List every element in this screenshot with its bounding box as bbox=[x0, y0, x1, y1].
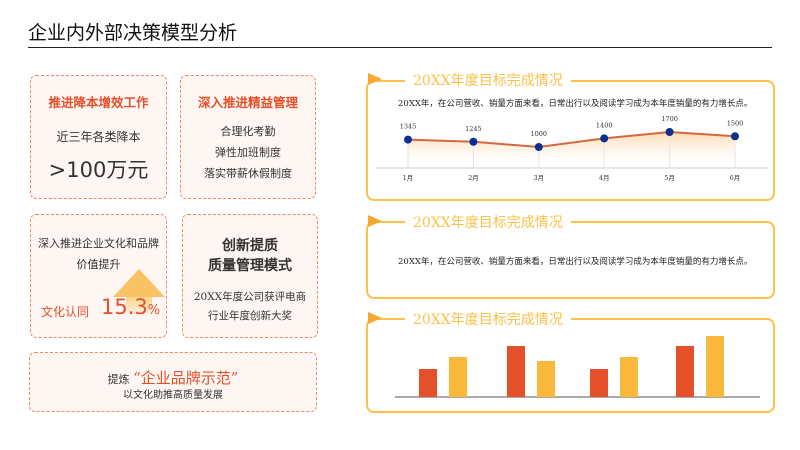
card-heading: 推进降本增效工作 bbox=[48, 95, 149, 110]
card-text: 20XX年度公司获评电商 bbox=[193, 291, 307, 303]
card-text: 价值提升 bbox=[76, 258, 121, 271]
arrow-right-icon bbox=[368, 312, 382, 324]
tick-label: 2月 bbox=[468, 174, 479, 182]
data-label: 1700 bbox=[661, 115, 678, 123]
divider bbox=[28, 47, 772, 48]
panel-title: 20XX年度目标完成情况 bbox=[405, 212, 571, 232]
tick-label: 3月 bbox=[533, 174, 544, 182]
card-heading: 创新提质 bbox=[222, 238, 278, 254]
data-point bbox=[469, 137, 478, 146]
data-label: 1000 bbox=[531, 130, 548, 138]
bar bbox=[706, 336, 724, 397]
data-label: 1500 bbox=[727, 119, 744, 127]
bar bbox=[620, 357, 638, 397]
card-brand: 提炼 “企业品牌示范” 以文化助推高质量发展 bbox=[29, 352, 317, 412]
card-culture: 深入推进企业文化和品牌 价值提升 文化认同 15.3% bbox=[30, 214, 167, 338]
bar bbox=[537, 361, 555, 397]
card-text: 深入推进企业文化和品牌 bbox=[38, 237, 159, 250]
data-label: 1245 bbox=[465, 125, 482, 133]
tick-label: 4月 bbox=[599, 174, 610, 182]
bar bbox=[449, 357, 467, 397]
list-item: 落实带薪休假制度 bbox=[204, 167, 292, 180]
bar bbox=[676, 346, 694, 397]
card-cost-reduction: 推进降本增效工作 近三年各类降本 >100万元 bbox=[30, 75, 167, 199]
data-point bbox=[600, 134, 609, 143]
list-item: 弹性加班制度 bbox=[215, 146, 281, 159]
tick-label: 1月 bbox=[403, 174, 414, 182]
card-value: >100万元 bbox=[48, 158, 149, 182]
culture-label: 文化认同 bbox=[41, 305, 90, 319]
arrow-up-icon bbox=[113, 269, 165, 297]
data-point bbox=[731, 132, 739, 141]
bar bbox=[507, 346, 525, 397]
card-text: 以文化助推高质量发展 bbox=[123, 390, 223, 401]
card-heading: 质量管理模式 bbox=[208, 258, 292, 274]
card-text: 提炼 bbox=[107, 373, 130, 386]
culture-value: 15.3 bbox=[101, 295, 148, 319]
arrow-right-icon bbox=[368, 73, 382, 85]
card-heading: “企业品牌示范” bbox=[133, 369, 239, 387]
culture-unit: % bbox=[147, 303, 161, 318]
panel-title: 20XX年度目标完成情况 bbox=[405, 70, 571, 90]
panel-description: 20XX年，在公司营收、销量方面来看，日常出行以及阅读学习成为本年度销量的有力增… bbox=[398, 99, 753, 109]
arrow-right-icon bbox=[368, 215, 382, 227]
tick-label: 6月 bbox=[730, 174, 741, 182]
data-label: 1400 bbox=[596, 121, 613, 129]
card-heading: 深入推进精益管理 bbox=[197, 95, 298, 110]
list-item: 合理化考勤 bbox=[220, 125, 276, 138]
bar bbox=[590, 369, 608, 397]
page-title: 企业内外部决策模型分析 bbox=[28, 22, 238, 44]
series-line bbox=[407, 130, 736, 149]
data-point bbox=[665, 128, 674, 136]
data-point bbox=[404, 135, 412, 144]
data-point bbox=[534, 143, 543, 151]
panel-description: 20XX年，在公司营收、销量方面来看，日常出行以及阅读学习成为本年度销量的有力增… bbox=[398, 257, 753, 267]
panel-title: 20XX年度目标完成情况 bbox=[405, 309, 571, 329]
card-lean-management: 深入推进精益管理 合理化考勤 弹性加班制度 落实带薪休假制度 bbox=[180, 75, 316, 199]
tick-label: 5月 bbox=[664, 174, 675, 182]
data-label: 1345 bbox=[400, 123, 417, 131]
card-innovation: 创新提质 质量管理模式 20XX年度公司获评电商 行业年度创新大奖 bbox=[182, 214, 318, 338]
arrow-stem bbox=[126, 297, 152, 317]
bar bbox=[419, 369, 437, 397]
card-text: 行业年度创新大奖 bbox=[208, 310, 292, 322]
card-text: 近三年各类降本 bbox=[56, 130, 141, 144]
line-area bbox=[408, 132, 735, 168]
